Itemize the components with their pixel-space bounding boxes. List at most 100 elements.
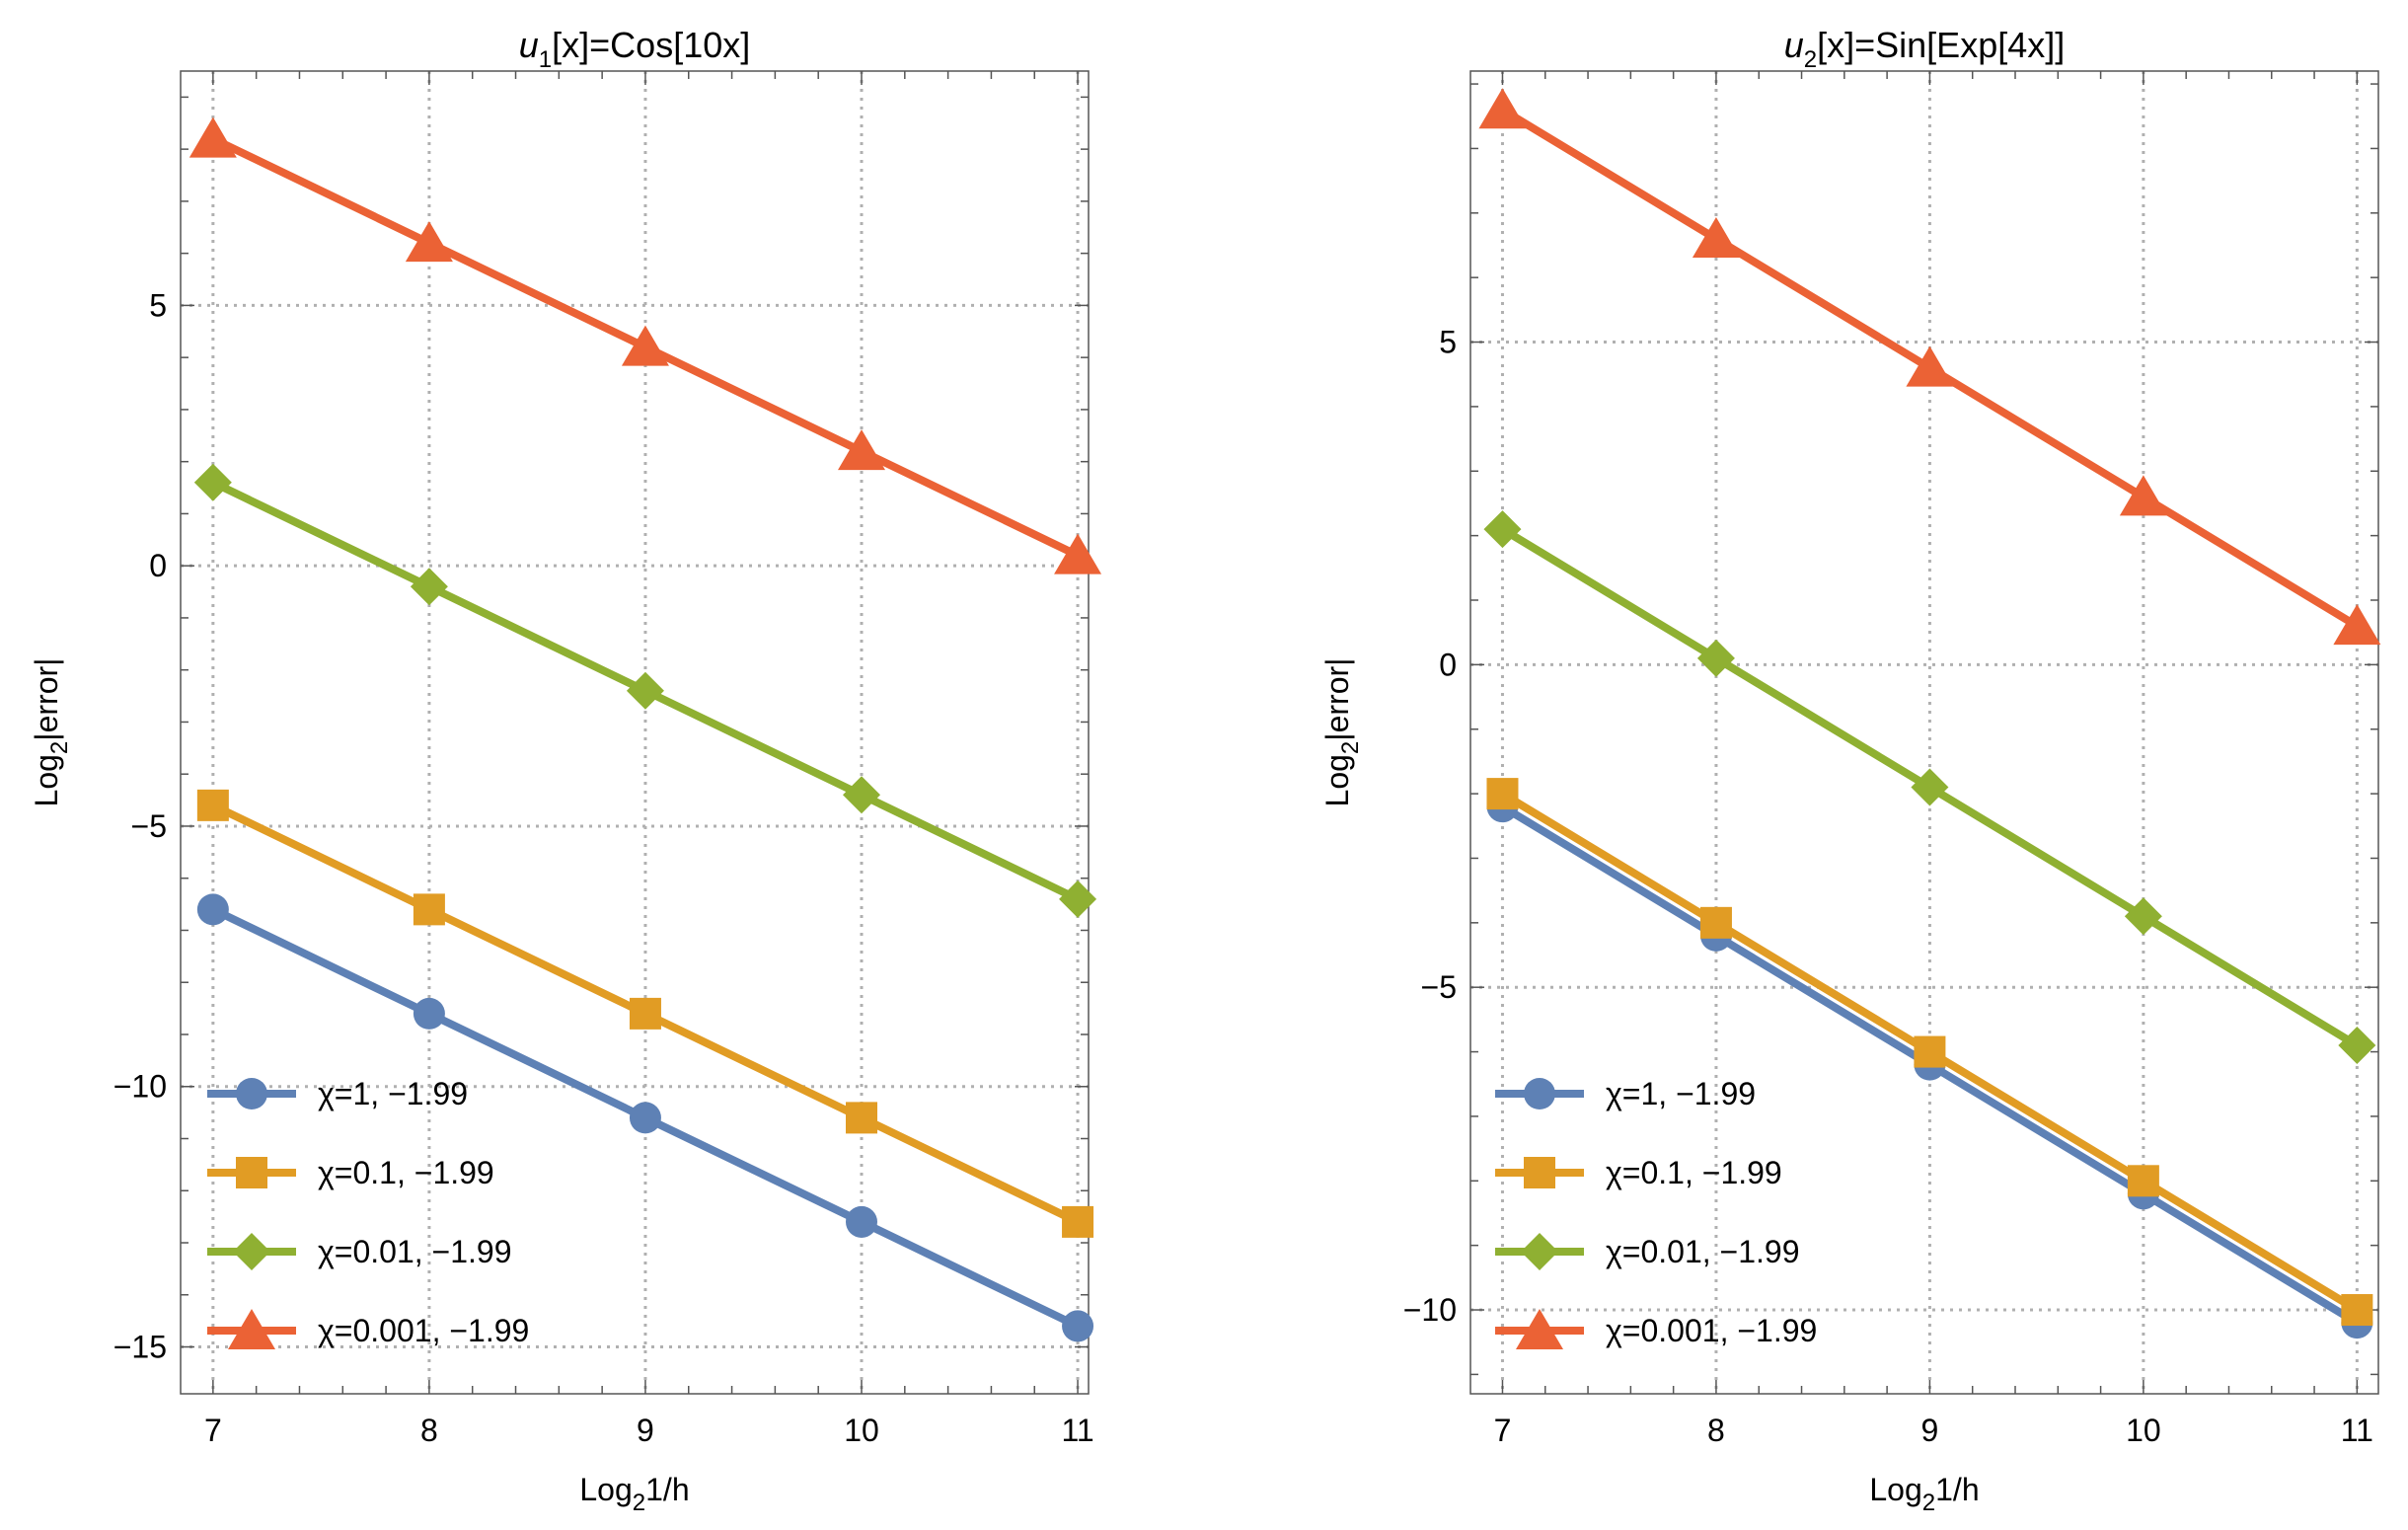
data-point: [1062, 1310, 1094, 1342]
data-point: [846, 1205, 877, 1238]
legend-item: χ=1, −1.99: [207, 1076, 468, 1111]
x-axis-label-rest: 1/h: [1935, 1472, 1979, 1507]
data-point: [1483, 510, 1522, 549]
xtick-label: 9: [637, 1413, 654, 1448]
ytick-label: 5: [149, 287, 167, 323]
data-point: [2338, 1027, 2376, 1065]
xtick-label: 7: [204, 1413, 222, 1448]
legend-marker: [228, 1309, 275, 1349]
chart-title-sub: 2: [1804, 46, 1817, 73]
legend-label: χ=0.01, −1.99: [1606, 1234, 1800, 1269]
data-point: [196, 789, 229, 821]
legend-marker: [236, 1078, 267, 1109]
data-point: [1062, 1205, 1094, 1238]
grid: [181, 71, 1089, 1394]
x-axis-label: Log21/h: [1869, 1472, 1979, 1516]
data-point: [1696, 639, 1735, 677]
legend-label: χ=1, −1.99: [1606, 1076, 1756, 1111]
data-point: [626, 671, 664, 710]
y-axis-label-rest: |error|: [29, 658, 64, 741]
y-axis-label-main: Log: [1319, 754, 1355, 806]
legend-item: χ=0.1, −1.99: [1495, 1155, 1782, 1190]
plot-frame: [1469, 70, 2379, 1395]
legend: χ=1, −1.99 χ=0.1, −1.99 χ=0.01, −1.99 χ=0.0…: [1495, 1076, 1817, 1349]
chart-panel-1: 7 8 9 10 11−15−10−505u1[x]=Cos[10x]Log21/hLo…: [29, 25, 1102, 1516]
series-circle: [196, 893, 1094, 1342]
plot-frame: [180, 70, 1090, 1395]
ytick-label: −5: [131, 808, 167, 844]
data-point: [1699, 906, 1732, 939]
series-diamond: [1483, 510, 2376, 1065]
x-axis-label-rest: 1/h: [645, 1472, 689, 1507]
legend-label: χ=0.1, −1.99: [318, 1155, 494, 1190]
y-axis-label-rest: |error|: [1319, 658, 1355, 741]
xtick-label: 11: [2341, 1413, 2373, 1448]
legend-label: χ=0.1, −1.99: [1606, 1155, 1782, 1190]
data-point: [621, 325, 669, 366]
data-point: [413, 997, 445, 1030]
data-point: [2119, 475, 2167, 516]
x-axis-label-main: Log: [579, 1472, 632, 1507]
legend-item: χ=0.001, −1.99: [207, 1309, 529, 1349]
chart-title-main: u: [1784, 25, 1804, 65]
chart-title-sub: 1: [539, 46, 552, 73]
series-square: [1486, 778, 2373, 1327]
x-axis-label: Log21/h: [579, 1472, 689, 1516]
data-point: [1906, 345, 1954, 387]
data-point: [629, 997, 661, 1030]
data-point: [188, 116, 237, 158]
series-square: [196, 789, 1094, 1238]
chart-title-rest: [x]=Cos[10x]: [552, 25, 750, 65]
legend-marker: [236, 1157, 267, 1188]
legend-marker: [1516, 1309, 1563, 1349]
ticks: [1470, 71, 2378, 1394]
ticks: [181, 71, 1089, 1394]
x-axis-label-sub: 2: [633, 1490, 645, 1516]
y-axis-label: Log2|error|: [1319, 658, 1364, 807]
data-point: [2341, 1294, 2373, 1327]
legend-item: χ=0.01, −1.99: [1495, 1233, 1800, 1270]
ytick-label: −10: [113, 1069, 167, 1105]
data-point: [405, 221, 453, 263]
data-point: [843, 776, 880, 814]
data-point: [1059, 880, 1097, 918]
ytick-label: 0: [1439, 647, 1457, 682]
legend-label: χ=0.01, −1.99: [318, 1234, 512, 1269]
chart-title: u2[x]=Sin[Exp[4x]]: [1784, 25, 2066, 73]
data-point: [1692, 216, 1740, 258]
data-point: [196, 893, 229, 926]
series-triangle: [1478, 88, 2381, 646]
legend-item: χ=1, −1.99: [1495, 1076, 1756, 1111]
chart-panel-2: 7 8 9 10 11−10−505u2[x]=Sin[Exp[4x]]Log21/hL…: [1319, 25, 2381, 1516]
data-point: [193, 463, 232, 501]
legend-marker: [1521, 1233, 1558, 1270]
ytick-label: −10: [1403, 1292, 1457, 1328]
data-point: [2124, 897, 2162, 936]
y-axis-label: Log2|error|: [29, 658, 73, 807]
xtick-label: 8: [420, 1413, 438, 1448]
chart-title-rest: [x]=Sin[Exp[4x]]: [1817, 25, 2065, 65]
chart-title-main: u: [519, 25, 539, 65]
xtick-label: 10: [2126, 1413, 2161, 1448]
x-axis-label-main: Log: [1869, 1472, 1921, 1507]
series-triangle: [188, 116, 1102, 574]
legend-marker: [1524, 1078, 1555, 1109]
data-point: [1914, 1035, 1946, 1068]
legend-label: χ=0.001, −1.99: [318, 1313, 529, 1348]
xtick-label: 9: [1921, 1413, 1939, 1448]
ytick-label: 0: [149, 548, 167, 583]
chart-title: u1[x]=Cos[10x]: [519, 25, 750, 73]
legend-marker: [1524, 1157, 1555, 1188]
y-axis-label-sub: 2: [46, 741, 73, 754]
data-point: [629, 1102, 661, 1134]
legend-label: χ=1, −1.99: [318, 1076, 468, 1111]
legend: χ=1, −1.99 χ=0.1, −1.99 χ=0.01, −1.99 χ=0.0…: [207, 1076, 529, 1349]
ytick-label: −5: [1421, 969, 1457, 1005]
legend-marker: [233, 1233, 270, 1270]
data-point: [846, 1102, 877, 1134]
legend-item: χ=0.001, −1.99: [1495, 1309, 1817, 1349]
xtick-label: 10: [844, 1413, 879, 1448]
x-axis-label-sub: 2: [1922, 1490, 1935, 1516]
xtick-label: 11: [1061, 1413, 1093, 1448]
